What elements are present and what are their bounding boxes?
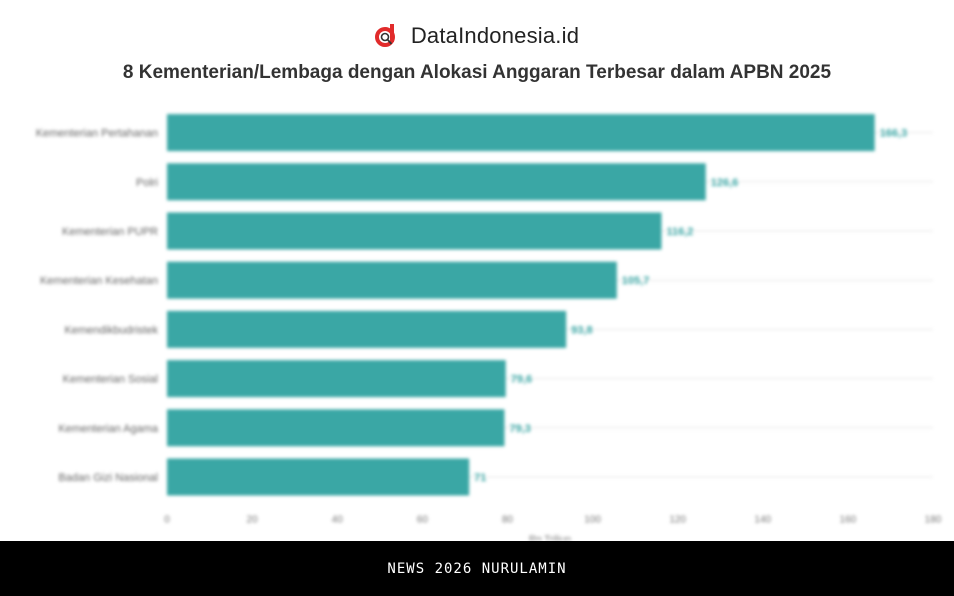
- data-label: 79,3: [509, 423, 530, 435]
- category-label: Kementerian PUPR: [62, 226, 158, 238]
- bar: [167, 163, 706, 201]
- category-label: Kementerian Pertahanan: [36, 128, 158, 140]
- brand-name: DataIndonesia.id: [410, 23, 580, 48]
- x-tick-label: 180: [925, 515, 942, 526]
- footer-text: NEWS 2026 NURULAMIN: [387, 560, 567, 577]
- data-label: 166,3: [880, 128, 908, 140]
- data-label: 105,7: [622, 275, 650, 287]
- x-tick-label: 120: [669, 515, 686, 526]
- bar: [167, 310, 567, 348]
- brand-header: DataIndonesia.id: [0, 20, 954, 52]
- logo-bowl: [374, 27, 395, 47]
- category-label: Kementerian Sosial: [63, 374, 158, 386]
- category-label: Polri: [136, 177, 158, 189]
- bar: [167, 409, 505, 447]
- bar: [167, 360, 506, 398]
- logo-handle: [386, 38, 393, 45]
- footer-bar: NEWS 2026 NURULAMIN: [0, 541, 954, 596]
- category-label: Badan Gizi Nasional: [58, 472, 158, 484]
- magnifier-d-logo-icon: [374, 24, 395, 47]
- x-tick-label: 20: [247, 515, 259, 526]
- x-tick-label: 140: [754, 515, 771, 526]
- data-label: 93,8: [571, 324, 592, 336]
- x-tick-label: 60: [417, 515, 429, 526]
- bar: [167, 261, 617, 299]
- x-tick-label: 160: [840, 515, 857, 526]
- category-label: Kementerian Agama: [58, 423, 159, 435]
- bar: [167, 212, 662, 250]
- category-label: Kementerian Kesehatan: [40, 275, 158, 287]
- x-tick-label: 80: [502, 515, 514, 526]
- category-label: Kemendikbudristek: [64, 324, 158, 336]
- bar: [167, 458, 470, 496]
- data-label: 116,2: [666, 226, 693, 238]
- chart-title: 8 Kementerian/Lembaga dengan Alokasi Ang…: [122, 62, 832, 83]
- bar: [167, 114, 875, 152]
- bar-chart-svg: Kementerian Pertahanan 166,3 Polri 126,6 Kem…: [36, 114, 942, 541]
- data-label: 71: [474, 472, 486, 484]
- data-label: 79,6: [511, 374, 532, 386]
- bar-chart: Kementerian Pertahanan 166,3 Polri 126,6 Kem…: [0, 100, 954, 541]
- x-tick-label: 40: [332, 515, 344, 526]
- x-tick-label: 0: [164, 515, 170, 526]
- data-label: 126,6: [711, 177, 739, 189]
- x-axis-label: Rp Triliun: [529, 535, 571, 541]
- logo-lens: [380, 32, 390, 42]
- x-tick-label: 100: [584, 515, 601, 526]
